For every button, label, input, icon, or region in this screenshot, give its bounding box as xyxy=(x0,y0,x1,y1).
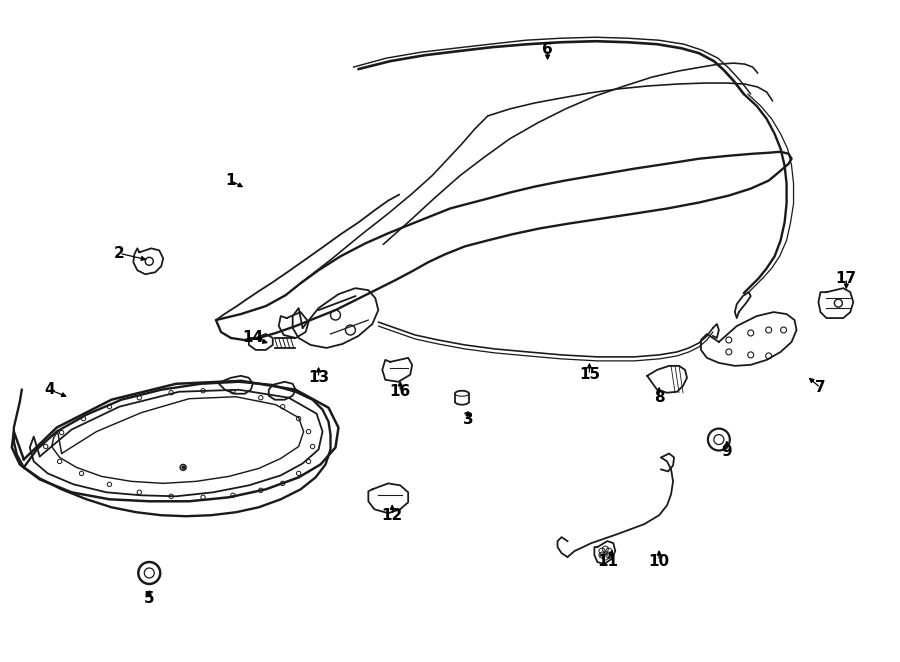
Text: 7: 7 xyxy=(815,380,826,395)
Text: 10: 10 xyxy=(649,553,670,569)
Text: 16: 16 xyxy=(390,384,410,399)
Text: 11: 11 xyxy=(597,553,617,569)
Text: 9: 9 xyxy=(722,444,732,459)
Text: 17: 17 xyxy=(836,271,857,286)
Text: 8: 8 xyxy=(653,390,664,405)
Text: 1: 1 xyxy=(226,173,236,188)
Text: 4: 4 xyxy=(44,382,55,397)
Text: 3: 3 xyxy=(463,412,473,427)
Text: 15: 15 xyxy=(579,367,600,383)
Text: 5: 5 xyxy=(144,591,155,606)
Text: 13: 13 xyxy=(308,370,329,385)
Text: 6: 6 xyxy=(542,42,553,57)
Text: 14: 14 xyxy=(242,330,264,346)
Text: 12: 12 xyxy=(382,508,403,523)
Text: 2: 2 xyxy=(114,246,125,261)
